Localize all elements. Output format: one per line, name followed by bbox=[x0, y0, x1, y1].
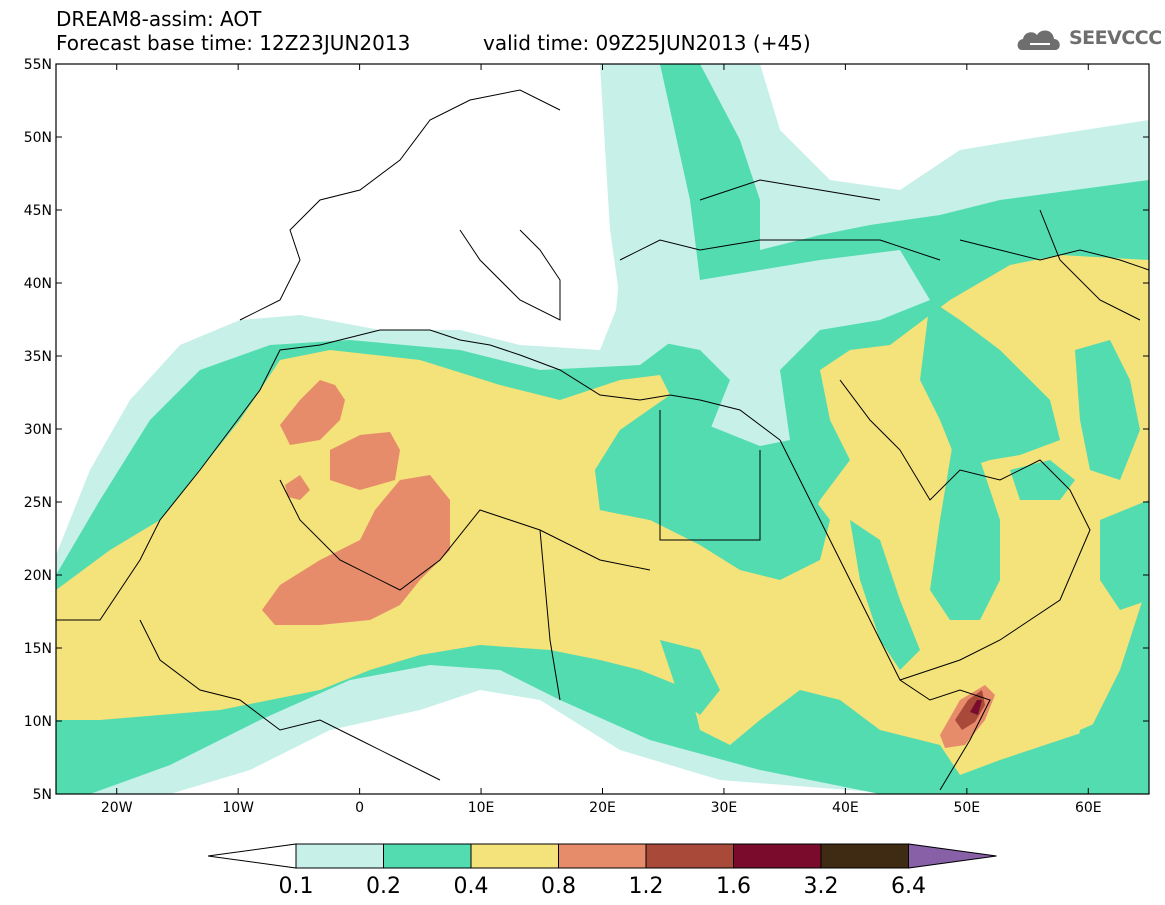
aot-patch-0.2a bbox=[595, 410, 830, 580]
colorbar-label: 0.8 bbox=[541, 874, 576, 899]
colorbar-label: 0.1 bbox=[279, 874, 314, 899]
x-tick-label: 30E bbox=[711, 800, 738, 816]
colorbar-label: 1.6 bbox=[716, 874, 751, 899]
colorbar-bin bbox=[470, 843, 559, 869]
colorbar-over-arrow bbox=[908, 843, 997, 869]
colorbar-bin bbox=[295, 843, 384, 869]
colorbar-label: 0.2 bbox=[366, 874, 401, 899]
y-tick-label: 10N bbox=[24, 714, 52, 730]
aot-patch-0.2f bbox=[1075, 340, 1140, 480]
colorbar-label: 3.2 bbox=[804, 874, 839, 899]
colorbar-label: 6.4 bbox=[891, 874, 926, 899]
aot-patch-0.2b bbox=[660, 640, 720, 715]
colorbar-bin bbox=[645, 843, 734, 869]
aot-patch-0.2g bbox=[1010, 460, 1075, 500]
aot-field bbox=[56, 64, 1149, 794]
y-tick-label: 45N bbox=[24, 203, 52, 219]
x-tick-label: 10E bbox=[468, 800, 495, 816]
x-tick-label: 60E bbox=[1075, 800, 1102, 816]
x-tick-label: 10W bbox=[222, 800, 254, 816]
colorbar-under-arrow bbox=[207, 843, 297, 869]
base-time: Forecast base time: 12Z23JUN2013 bbox=[56, 31, 411, 55]
colorbar-bin bbox=[558, 843, 647, 869]
aot-contour-0.8c bbox=[285, 475, 310, 500]
y-tick-label: 20N bbox=[24, 568, 52, 584]
aot-patch-0.2d bbox=[850, 520, 920, 670]
colorbar-bin bbox=[733, 843, 822, 869]
y-tick-label: 35N bbox=[24, 349, 52, 365]
logo-text: SEEVCCC bbox=[1069, 27, 1162, 49]
colorbar-label: 1.2 bbox=[629, 874, 664, 899]
aot-contour-0.8a bbox=[280, 380, 345, 445]
y-tick-label: 50N bbox=[24, 130, 52, 146]
colorbar-bin bbox=[820, 843, 909, 869]
aot-contour-0.8b bbox=[330, 432, 400, 490]
x-tick-label: 20W bbox=[101, 800, 133, 816]
y-tick-label: 15N bbox=[24, 641, 52, 657]
colorbar-label: 0.4 bbox=[454, 874, 489, 899]
x-tick-label: 0 bbox=[355, 800, 364, 816]
coastlines bbox=[56, 89, 1149, 791]
colorbar: 0.1 0.2 0.4 0.8 1.2 1.6 3.2 6.4 bbox=[207, 843, 997, 899]
colorbar-bin bbox=[383, 843, 472, 869]
x-tick-label: 40E bbox=[832, 800, 859, 816]
aot-contour-1.6 bbox=[970, 700, 982, 715]
aot-patch-0.2h bbox=[1100, 500, 1149, 610]
longitude-axis: 20W 10W 0 10E 20E 30E 40E 50E 60E bbox=[101, 64, 1102, 816]
aot-patch-0.2c bbox=[920, 300, 1060, 470]
y-tick-label: 30N bbox=[24, 422, 52, 438]
cloud-logo-icon bbox=[1017, 30, 1060, 50]
y-tick-label: 55N bbox=[24, 57, 52, 73]
model-title: DREAM8-assim: AOT bbox=[56, 7, 262, 31]
y-tick-label: 5N bbox=[33, 787, 52, 803]
aot-patch-0.2e bbox=[930, 400, 1000, 620]
x-tick-label: 20E bbox=[589, 800, 616, 816]
latitude-axis: 5N 10N 15N 20N 25N 30N 35N 40N 45N 50N 55N bbox=[24, 57, 1149, 803]
x-tick-label: 50E bbox=[953, 800, 980, 816]
y-tick-label: 40N bbox=[24, 276, 52, 292]
y-tick-label: 25N bbox=[24, 495, 52, 511]
aot-patch-0.1 bbox=[615, 250, 930, 450]
aot-patch-0.2i bbox=[1070, 700, 1149, 794]
valid-time: valid time: 09Z25JUN2013 (+45) bbox=[483, 31, 811, 55]
